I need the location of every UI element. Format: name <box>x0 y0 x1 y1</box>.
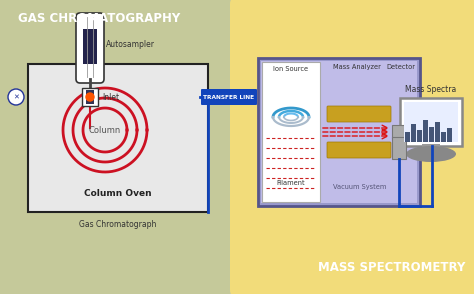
Bar <box>82 88 98 106</box>
Text: Ion Source: Ion Source <box>273 66 309 72</box>
Text: Gas Chromatograph: Gas Chromatograph <box>79 220 157 229</box>
Bar <box>86 90 94 104</box>
Bar <box>405 132 410 142</box>
Bar <box>400 98 462 146</box>
FancyBboxPatch shape <box>0 0 240 294</box>
Text: Vacuum System: Vacuum System <box>333 184 386 190</box>
Text: Mass Spectra: Mass Spectra <box>405 85 456 94</box>
Text: Column Oven: Column Oven <box>84 189 152 198</box>
Text: ✕: ✕ <box>13 94 19 100</box>
Text: Filament: Filament <box>277 180 305 186</box>
Bar <box>417 130 422 142</box>
Bar <box>429 127 434 142</box>
Bar <box>83 29 97 64</box>
Bar <box>422 144 440 156</box>
Bar <box>262 62 320 202</box>
Bar <box>258 58 420 206</box>
Bar <box>447 128 452 142</box>
FancyBboxPatch shape <box>230 0 474 294</box>
Bar <box>435 122 440 142</box>
Bar <box>28 64 208 212</box>
Text: Mass Analyzer: Mass Analyzer <box>333 64 381 70</box>
Bar <box>392 125 412 139</box>
Ellipse shape <box>406 146 456 162</box>
FancyBboxPatch shape <box>201 89 257 105</box>
Bar <box>411 124 416 142</box>
FancyBboxPatch shape <box>327 106 391 122</box>
Text: GAS CHROMATOGRAPHY: GAS CHROMATOGRAPHY <box>18 12 180 25</box>
Circle shape <box>86 93 94 101</box>
Text: MASS SPECTROMETRY: MASS SPECTROMETRY <box>318 261 465 274</box>
Text: TRANSFER LINE: TRANSFER LINE <box>203 94 255 99</box>
Text: Detector: Detector <box>386 64 415 70</box>
Bar <box>423 120 428 142</box>
FancyBboxPatch shape <box>76 13 104 83</box>
FancyBboxPatch shape <box>327 142 391 158</box>
Text: Inlet: Inlet <box>102 93 119 101</box>
Bar <box>404 102 458 142</box>
Bar <box>392 137 406 159</box>
Text: Column: Column <box>89 126 121 134</box>
Bar <box>441 132 446 142</box>
Text: Autosampler: Autosampler <box>106 39 155 49</box>
Circle shape <box>8 89 24 105</box>
Bar <box>261 61 417 203</box>
